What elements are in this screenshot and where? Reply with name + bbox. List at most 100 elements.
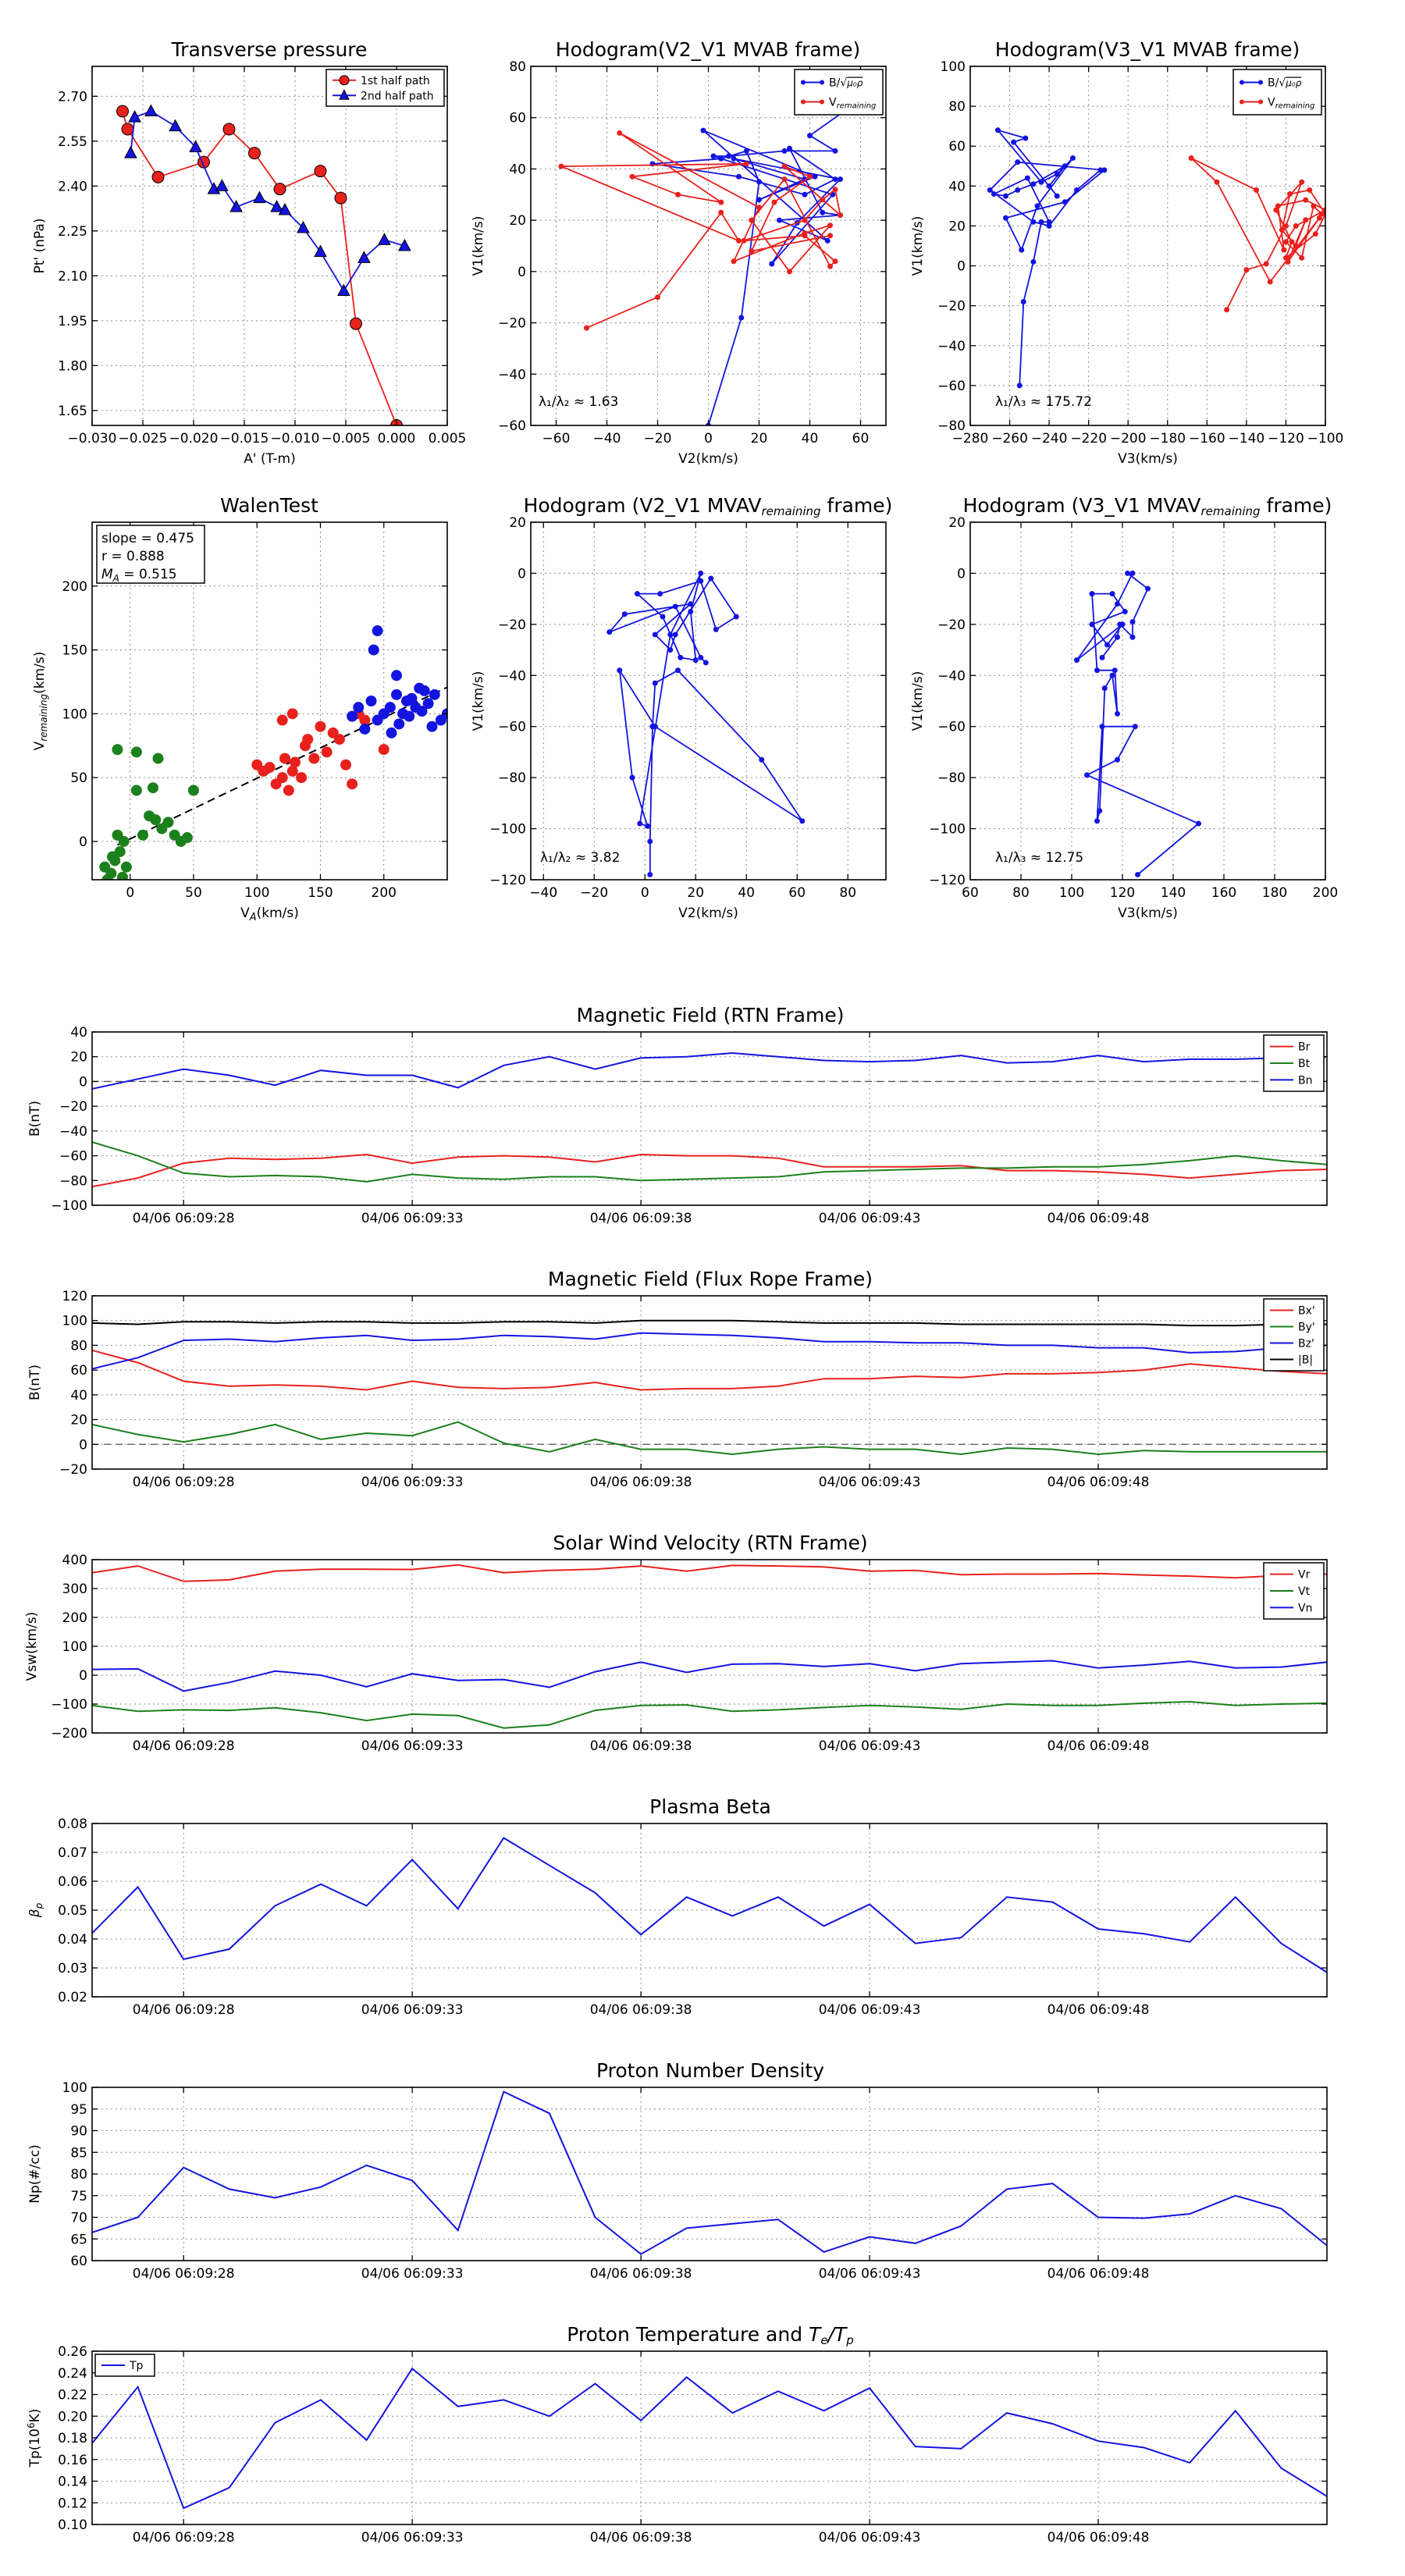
transverse-pressure-2nd-half-path-marker xyxy=(278,202,292,215)
hodogram-v3v1-mvab-b-marker xyxy=(1019,247,1025,253)
hodogram-v2v1-mvab-v-remaining-marker xyxy=(802,217,808,223)
hodogram-v3v1-mvav-trajectory-marker xyxy=(1122,609,1128,614)
hodogram-v3v1-mvab-ytick-label: −60 xyxy=(937,379,966,394)
transverse-pressure-1st-half-path-marker xyxy=(248,147,261,160)
hodogram-v3v1-mvab-b-marker xyxy=(1097,167,1104,173)
hodogram-v3v1-mvav-trajectory-marker xyxy=(1115,756,1120,763)
hodogram-v2v1-mvab-legend-label: B/√μ₀ρ xyxy=(829,77,863,90)
solar-wind-velocity-xtick-label: 04/06 06:09:28 xyxy=(133,1738,235,1754)
hodogram-v2v1-mvab-b-marker xyxy=(731,155,737,162)
hodogram-v2v1-mvab-v-remaining-marker xyxy=(741,237,747,244)
hodogram-v3v1-mvav-ytick-label: 20 xyxy=(948,515,966,531)
hodogram-v3v1-mvab-v-remaining-marker xyxy=(1282,222,1289,229)
hodogram-v3v1-mvab-v-remaining-marker xyxy=(1281,247,1287,253)
walen-test-green-group-point xyxy=(107,851,118,863)
transverse-pressure-2nd-half-path-marker xyxy=(378,233,391,245)
hodogram-v2v1-mvab-b-marker xyxy=(777,217,782,223)
hodogram-v3v1-mvab-v-remaining-marker xyxy=(1299,179,1305,185)
walen-test-red-group-point xyxy=(264,762,276,774)
walen-test-green-group-point xyxy=(112,744,123,756)
proton-temperature-ytick-label: 0.12 xyxy=(58,2496,87,2511)
transverse-pressure-1st-half-path-marker xyxy=(350,317,362,330)
magnetic-field-rtn-ytick-label: −20 xyxy=(59,1099,87,1115)
solar-wind-velocity-panel: Solar Wind Velocity (RTN Frame) 04/06 06… xyxy=(24,1532,1328,1754)
hodogram-v2v1-mvab-legend-marker xyxy=(820,80,824,85)
walen-test-red-group-point xyxy=(333,734,345,745)
hodogram-v3v1-mvab-v-remaining-marker xyxy=(1322,207,1325,213)
transverse-pressure-xtick-label: −0.010 xyxy=(271,431,320,447)
magnetic-field-rtn-ytick-label: 0 xyxy=(79,1074,87,1090)
hodogram-v3v1-mvab-b-marker xyxy=(1069,155,1076,162)
proton-temperature-ylabel: Tp(106K) xyxy=(26,2409,43,2468)
hodogram-v3v1-mvab-b-line xyxy=(988,129,1107,386)
walen-test-green-group-point xyxy=(150,814,162,826)
hodogram-v2v1-mvab-xtick-label: −20 xyxy=(644,431,672,447)
hodogram-v2v1-mvab-b-marker xyxy=(700,127,706,133)
solar-wind-velocity-vr-line xyxy=(92,1564,1327,1582)
magnetic-field-rtn-title: Magnetic Field (RTN Frame) xyxy=(577,1004,845,1026)
hodogram-v3v1-mvab-xtick-label: −280 xyxy=(952,431,989,447)
hodogram-v3v1-mvav-xlabel: V3(km/s) xyxy=(1118,906,1178,921)
hodogram-v3v1-mvab-b-marker xyxy=(1003,215,1008,221)
walen-test-ylabel-units: (km/s) xyxy=(32,652,48,694)
plasma-beta-beta-line xyxy=(92,1837,1327,1973)
transverse-pressure-ytick-label: 1.80 xyxy=(58,358,87,374)
walen-test-ylabel-sub: remaining xyxy=(38,694,49,742)
transverse-pressure-2nd-half-path-marker xyxy=(337,283,350,296)
transverse-pressure-legend-label: 2nd half path xyxy=(361,90,434,102)
hodogram-v2v1-mvab-xtick-label: 20 xyxy=(751,431,768,447)
plasma-beta-ylabel: βp xyxy=(27,1902,44,1918)
hodogram-v3v1-mvab-b-marker xyxy=(1030,258,1037,265)
magnetic-field-flux-rope-data xyxy=(92,1319,1327,1456)
proton-temperature-xtick-label: 04/06 06:09:48 xyxy=(1048,2530,1150,2546)
walen-test-green-group-point xyxy=(117,871,128,880)
hodogram-v3v1-mvab-xtick-label: −240 xyxy=(1031,431,1068,447)
hodogram-v2v1-mvav-trajectory-marker xyxy=(637,820,643,827)
walen-test-stats-line: r = 0.888 xyxy=(101,549,165,564)
hodogram-v3v1-mvab-ytick-label: 80 xyxy=(948,99,966,115)
transverse-pressure-legend-label: 1st half path xyxy=(361,75,430,87)
proton-temperature-ytick-label: 0.24 xyxy=(58,2366,87,2382)
hodogram-v3v1-mvab-xtick-label: −260 xyxy=(991,431,1028,447)
hodogram-v2v1-mvab-ytick-label: 80 xyxy=(509,59,526,75)
hodogram-v2v1-mvav-trajectory-marker xyxy=(667,632,674,638)
walen-test-xtick-label: 200 xyxy=(372,885,397,901)
hodogram-v3v1-mvab-v-remaining-marker xyxy=(1285,258,1291,265)
hodogram-v2v1-mvab-ytick-label: −20 xyxy=(498,316,526,332)
solar-wind-velocity-title: Solar Wind Velocity (RTN Frame) xyxy=(553,1532,867,1554)
walen-test-panel: WalenTest 0 50 100 150 200 0 50 100 150 200 VA(km/… xyxy=(32,494,448,923)
hodogram-v2v1-mvav-trajectory-marker xyxy=(621,611,628,617)
hodogram-v3v1-mvav-trajectory-marker xyxy=(1109,591,1115,597)
hodogram-v2v1-mvav-trajectory-marker xyxy=(652,680,658,686)
hodogram-v3v1-mvab-v-remaining-marker xyxy=(1289,239,1295,245)
transverse-pressure-ytick-label: 2.40 xyxy=(58,179,87,194)
transverse-pressure-xtick-label: −0.020 xyxy=(169,431,219,447)
hodogram-v2v1-mvab-b-marker xyxy=(807,133,813,139)
hodogram-v2v1-mvav-ytick-label: −100 xyxy=(489,822,526,838)
hodogram-v3v1-mvab-v-remaining-marker xyxy=(1214,179,1220,185)
hodogram-v2v1-mvab-data xyxy=(558,97,863,425)
walen-test-data xyxy=(99,625,447,880)
walen-test-xtick-label: 0 xyxy=(126,885,134,901)
hodogram-v3v1-mvav-xtick-label: 120 xyxy=(1110,885,1135,901)
hodogram-v2v1-mvab-v-remaining-marker xyxy=(827,263,833,269)
hodogram-v3v1-mvav-annotation: λ₁/λ₃ ≈ 12.75 xyxy=(995,850,1083,866)
plasma-beta-ytick-label: 0.05 xyxy=(58,1903,87,1919)
transverse-pressure-2nd-half-path-marker xyxy=(314,244,327,258)
walen-test-green-group-point xyxy=(114,846,126,858)
hodogram-v3v1-mvav-trajectory-marker xyxy=(1094,818,1100,824)
hodogram-v2v1-mvav-ytick-label: −40 xyxy=(498,668,526,684)
transverse-pressure-panel: Transverse pressure −0.030 −0.025 −0.020 −0… xyxy=(32,38,466,467)
hodogram-v2v1-mvav-trajectory-marker xyxy=(698,570,704,576)
hodogram-v2v1-mvab-v-remaining-marker xyxy=(718,199,724,205)
hodogram-v3v1-mvab-legend-marker xyxy=(1258,80,1263,85)
hodogram-v3v1-mvav-ytick-label: −40 xyxy=(937,668,966,684)
solar-wind-velocity-xtick-label: 04/06 06:09:43 xyxy=(819,1738,921,1754)
plasma-beta-xtick-label: 04/06 06:09:38 xyxy=(590,2002,692,2018)
hodogram-v2v1-mvav-xtick-label: 20 xyxy=(687,885,704,901)
hodogram-v2v1-mvav-xtick-label: 80 xyxy=(839,885,856,901)
magnetic-field-flux-rope-ytick-label: 120 xyxy=(62,1289,87,1304)
transverse-pressure-ytick-label: 1.65 xyxy=(58,404,87,419)
walen-test-green-group-point xyxy=(162,817,174,828)
proton-number-density-title: Proton Number Density xyxy=(596,2059,824,2082)
